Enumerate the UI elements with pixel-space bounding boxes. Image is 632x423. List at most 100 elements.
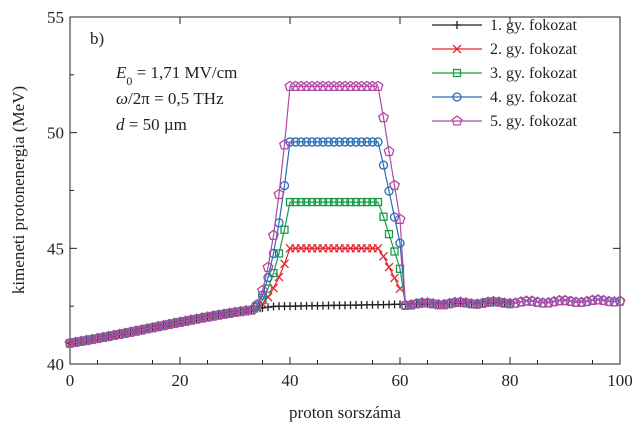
series-5-point xyxy=(482,296,494,307)
series-3-point xyxy=(346,197,355,207)
series-5-point xyxy=(245,304,258,315)
series-4-point xyxy=(345,137,356,147)
series-5-point xyxy=(394,213,406,224)
legend-item-2: 2. gy. fokozat xyxy=(432,41,577,58)
series-layer xyxy=(64,80,626,348)
series-1 xyxy=(66,298,514,348)
series-5-point xyxy=(168,317,181,329)
series-5-point xyxy=(443,297,456,309)
x-tick-label: 0 xyxy=(66,371,75,390)
series-3-point xyxy=(340,197,350,207)
series-5-point xyxy=(421,297,434,308)
series-5-point xyxy=(416,297,428,308)
series-3-point xyxy=(335,197,344,207)
series-5-point xyxy=(113,328,126,340)
series-5-point xyxy=(515,296,527,307)
x-tick-label: 40 xyxy=(282,371,299,390)
series-3-point xyxy=(280,225,289,234)
series-4-point xyxy=(395,238,405,248)
series-4-point xyxy=(340,137,350,147)
series-3-line xyxy=(69,201,511,344)
series-5-point xyxy=(603,295,615,307)
series-5-point xyxy=(267,229,280,241)
series-3-point xyxy=(291,197,300,207)
series-5-point xyxy=(361,80,373,92)
series-3-point xyxy=(373,197,383,207)
series-5-point xyxy=(141,323,153,334)
legend: 1. gy. fokozat 2. gy. fokozat 3. gy. fokoz… xyxy=(432,17,577,130)
legend-item-5: 5. gy. fokozat xyxy=(432,113,577,130)
legend-label: 1. gy. fokozat xyxy=(490,17,577,34)
param-value: = 1,71 MV/cm xyxy=(132,63,237,82)
series-5-point xyxy=(289,80,302,92)
legend-label: 2. gy. fokozat xyxy=(490,41,577,58)
series-3 xyxy=(65,197,515,348)
series-5-point xyxy=(174,316,186,327)
series-5-point xyxy=(344,80,357,92)
param-line-1: E0 = 1,71 MV/cm xyxy=(115,63,237,88)
series-5-point xyxy=(405,299,417,310)
series-5-point xyxy=(570,296,582,307)
series-5-point xyxy=(328,80,340,92)
series-4-point xyxy=(362,137,372,147)
series-2-point xyxy=(390,273,399,283)
series-5-point xyxy=(251,298,263,310)
series-4 xyxy=(65,137,625,348)
series-3-point xyxy=(302,197,311,207)
series-4-point xyxy=(351,137,361,147)
param-symbol: d xyxy=(116,115,125,134)
series-5-point xyxy=(581,295,593,307)
series-5-point xyxy=(564,295,577,307)
param-line-2: ω/2π = 0,5 THz xyxy=(116,89,224,108)
series-5-point xyxy=(91,332,104,344)
series-5-point xyxy=(163,318,175,330)
series-5 xyxy=(64,80,626,348)
series-3-point xyxy=(274,249,284,258)
legend-label: 4. gy. fokozat xyxy=(490,89,577,106)
series-3-point xyxy=(351,197,361,207)
series-5-point xyxy=(366,80,379,92)
series-2-point xyxy=(274,272,284,282)
series-4-point xyxy=(307,137,317,147)
param-value: /2π = 0,5 THz xyxy=(128,89,224,108)
series-5-point xyxy=(64,337,76,348)
series-5-point xyxy=(410,297,423,309)
series-5-point xyxy=(262,261,274,273)
series-5-point xyxy=(119,327,131,338)
series-5-point xyxy=(553,294,566,306)
series-5-point xyxy=(520,295,533,306)
series-5-point xyxy=(465,298,478,309)
series-5-point xyxy=(300,80,313,92)
series-5-point xyxy=(575,296,588,308)
axes: 0 20 40 60 80 100 40 45 50 55 proton sorszáma ki… xyxy=(9,8,632,422)
series-4-point xyxy=(367,137,378,147)
y-axis: 40 45 50 55 xyxy=(47,8,620,374)
series-5-point xyxy=(278,138,291,150)
series-5-point xyxy=(432,298,445,310)
series-5-point xyxy=(531,296,544,307)
legend-item-4: 4. gy. fokozat xyxy=(432,89,577,106)
series-3-point xyxy=(296,197,306,207)
series-4-point xyxy=(312,137,323,147)
y-tick-label: 45 xyxy=(47,239,64,258)
series-5-point xyxy=(526,295,538,306)
series-3-point xyxy=(357,197,366,207)
y-tick-label: 55 xyxy=(47,8,64,27)
series-2-point xyxy=(373,243,383,253)
series-3-point xyxy=(269,268,278,278)
series-4-point xyxy=(389,212,400,222)
series-4-point xyxy=(356,137,367,147)
series-5-point xyxy=(273,188,285,200)
series-4-point xyxy=(263,272,273,283)
series-3-point xyxy=(313,197,322,207)
series-5-point xyxy=(377,111,390,123)
series-5-point xyxy=(212,309,225,320)
series-5-point xyxy=(135,324,148,335)
series-5-point xyxy=(350,80,362,92)
series-4-line xyxy=(69,141,621,344)
series-5-point xyxy=(130,325,142,336)
series-4-point xyxy=(323,137,334,147)
legend-swatch-marker xyxy=(453,21,461,29)
series-4-point xyxy=(290,137,301,147)
